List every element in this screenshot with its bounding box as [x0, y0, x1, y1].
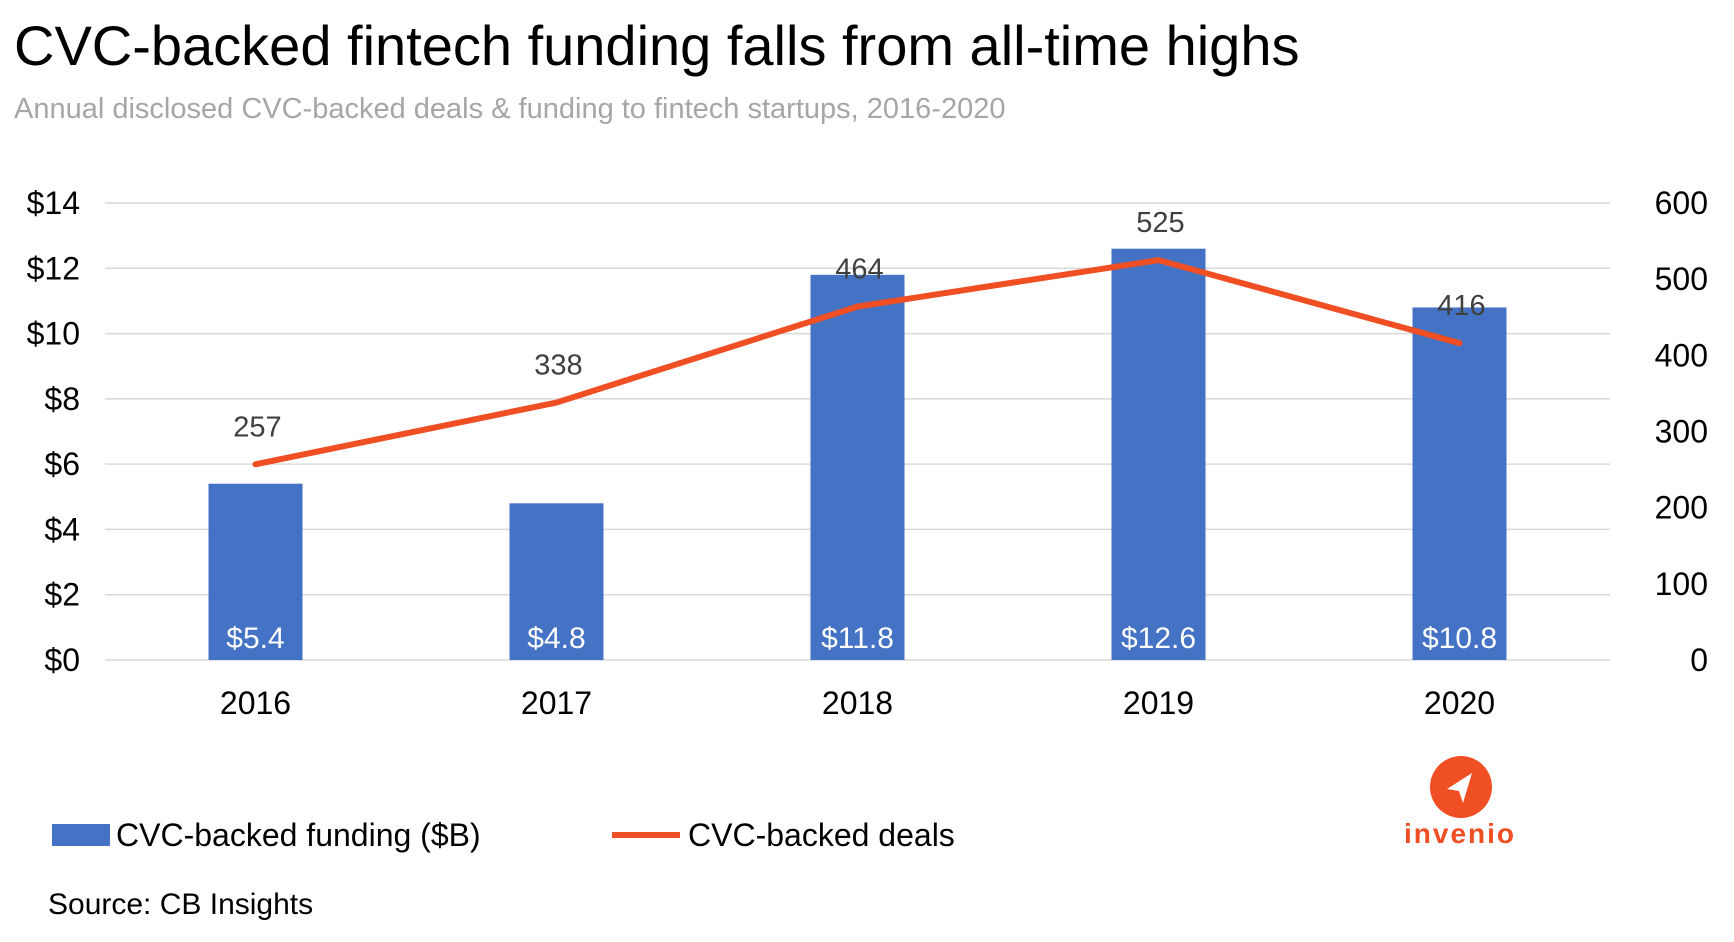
y-right-tick-label: 600 [1655, 185, 1708, 221]
deals-data-label: 416 [1437, 290, 1485, 322]
legend-line-swatch [612, 832, 680, 838]
combo-chart: $0 $2 $4 $6 $8 $10 $12 $14 0 100 200 300 400 500 600 20… [27, 185, 1708, 721]
funding-bar-label: $10.8 [1422, 622, 1497, 655]
logo-text: invenio [1403, 818, 1516, 849]
y-left-tick-label: $8 [44, 381, 80, 417]
paper-plane-icon [1430, 756, 1492, 818]
deals-point [255, 463, 256, 465]
x-tick-label: 2019 [1123, 685, 1194, 721]
chart-title: CVC-backed fintech funding falls from al… [14, 14, 1300, 77]
deals-data-label: 525 [1136, 207, 1184, 239]
y-right-tick-label: 200 [1655, 490, 1708, 526]
legend-label-funding: CVC-backed funding ($B) [116, 816, 481, 853]
x-tick-label: 2016 [220, 685, 291, 721]
chart-subtitle: Annual disclosed CVC-backed deals & fund… [14, 93, 1006, 125]
invenio-logo: invenio [1390, 756, 1530, 856]
y-right-tick-label: 0 [1690, 642, 1708, 678]
x-tick-label: 2020 [1424, 685, 1495, 721]
y-left-tick-label: $4 [44, 511, 80, 547]
legend-item-deals: CVC-backed deals [612, 815, 955, 855]
y-left-tick-label: $6 [44, 446, 80, 482]
y-right-tick-label: 400 [1655, 337, 1708, 373]
y-right-tick-label: 500 [1655, 261, 1708, 297]
deals-point [857, 306, 858, 308]
funding-bar-label: $5.4 [226, 622, 284, 655]
funding-bar [208, 483, 303, 660]
deals-point [1158, 259, 1159, 261]
source-note: Source: CB Insights [48, 888, 314, 921]
y-left-tick-label: $0 [44, 642, 80, 678]
funding-bar [509, 503, 604, 660]
funding-bar [810, 274, 905, 660]
funding-bar-label: $4.8 [527, 622, 585, 655]
x-tick-label: 2018 [822, 685, 893, 721]
deals-point [556, 402, 557, 404]
y-left-tick-label: $12 [27, 250, 80, 286]
funding-bar [1412, 307, 1507, 660]
y-left-tick-label: $10 [27, 316, 80, 352]
deals-data-label: 464 [835, 254, 883, 286]
funding-bar-label: $12.6 [1121, 622, 1196, 655]
y-right-tick-label: 300 [1655, 414, 1708, 450]
funding-bar-label: $11.8 [821, 622, 894, 655]
deals-point [1459, 342, 1460, 344]
x-tick-label: 2017 [521, 685, 592, 721]
y-left-tick-label: $2 [44, 577, 80, 613]
legend-label-deals: CVC-backed deals [688, 816, 955, 853]
legend-bar-swatch [52, 824, 110, 846]
y-right-tick-label: 100 [1655, 566, 1708, 602]
deals-data-label: 257 [233, 411, 281, 443]
y-left-tick-label: $14 [27, 185, 80, 221]
funding-bar [1111, 248, 1206, 660]
deals-data-label: 338 [534, 350, 582, 382]
legend-item-funding: CVC-backed funding ($B) [52, 815, 481, 855]
